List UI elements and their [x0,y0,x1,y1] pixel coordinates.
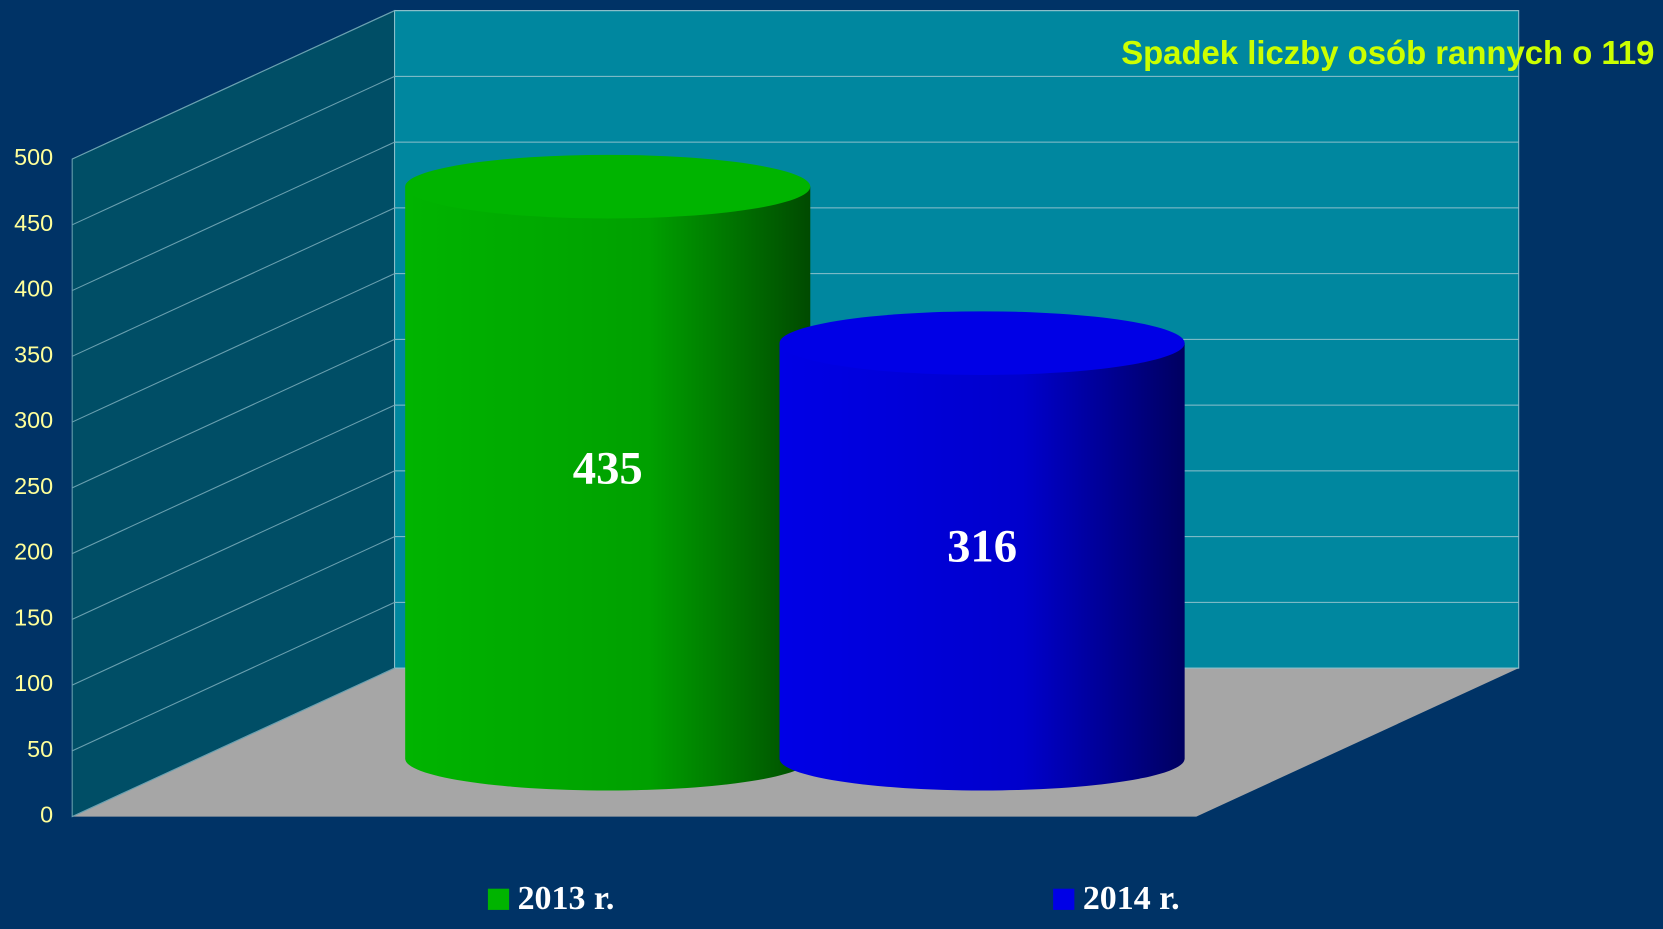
y-tick-label: 0 [40,802,53,828]
grid-line [71,667,395,818]
y-tick-label: 250 [14,473,53,499]
grid-line [71,75,395,226]
grid-line [71,470,395,620]
grid-line [71,404,395,555]
plot [405,154,1185,791]
y-tick-label: 450 [14,210,53,236]
grid-line [71,141,395,292]
grid-line [71,601,395,752]
cylinder-body [405,186,811,791]
annotation: Spadek liczby osób rannych o 119 [1121,34,1654,71]
value-label: 316 [947,521,1017,573]
grid-line [71,207,395,357]
cylinder-top [405,154,811,219]
y-tick-label: 100 [14,670,53,696]
grid-line [71,536,395,686]
grid-line [71,273,395,423]
y-tick-label: 400 [14,276,53,302]
y-tick-label: 350 [14,341,53,367]
y-tick-label: 500 [14,144,53,170]
grid-line [71,10,395,160]
y-tick-label: 200 [14,539,53,565]
cylinder-top [779,311,1185,375]
y-tick-label: 50 [27,736,53,762]
legend-label: 2013 r. [518,880,615,917]
cylinder [779,311,1185,791]
grid-line [71,338,395,489]
legend-label: 2014 r. [1083,880,1180,917]
y-tick-label: 300 [14,407,53,433]
y-tick-label: 150 [14,604,53,630]
legend-swatch [487,888,510,910]
cylinder-body [779,343,1185,791]
legend-swatch [1053,888,1075,910]
value-label: 435 [573,442,643,494]
cylinder [405,154,811,791]
